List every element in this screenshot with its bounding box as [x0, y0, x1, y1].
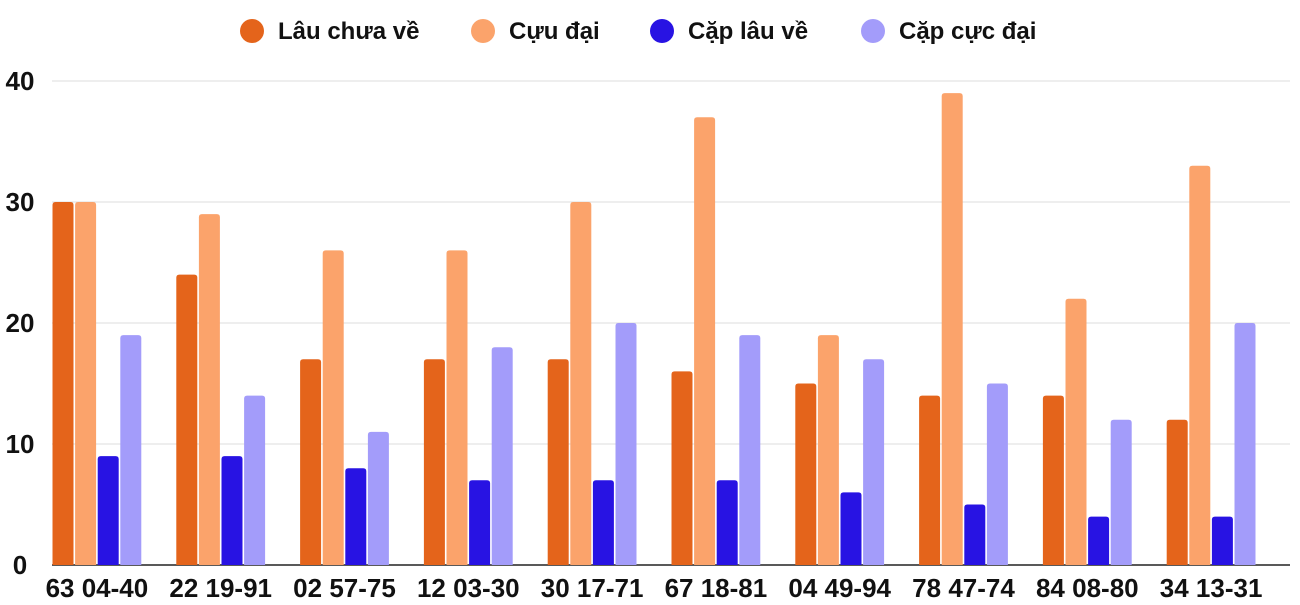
legend-label: Lâu chưa về [278, 18, 419, 45]
y-tick-label: 10 [6, 429, 35, 459]
bar [671, 371, 693, 565]
bar [1211, 516, 1233, 565]
y-axis: 0 10 20 30 40 [6, 66, 35, 580]
y-tick-label: 20 [6, 308, 35, 338]
bar [964, 504, 986, 565]
x-axis: 63 04-40 22 19-91 02 57-75 12 03-30 30 17-71… [46, 573, 1263, 603]
bar [795, 383, 817, 565]
bar [75, 202, 97, 565]
bar [1189, 165, 1211, 565]
bar [1110, 419, 1132, 565]
bar [615, 323, 637, 565]
bar [322, 250, 344, 565]
bar [446, 250, 468, 565]
y-tick-label: 40 [6, 66, 35, 96]
bar [1088, 516, 1110, 565]
x-category-label: 02 57-75 [293, 573, 396, 600]
bar [941, 93, 963, 565]
legend-swatch [471, 19, 495, 43]
bar [221, 456, 243, 565]
x-category-label: 30 17-71 [541, 573, 644, 600]
bar [863, 359, 885, 565]
x-category-label: 63 04-40 [46, 573, 149, 600]
bar [300, 359, 322, 565]
bar [986, 383, 1008, 565]
bar [1166, 419, 1188, 565]
bar [1234, 323, 1256, 565]
bar [97, 456, 119, 565]
legend-label: Cặp lâu về [688, 18, 808, 45]
x-category-label: 12 03-30 [417, 573, 520, 600]
bar [244, 395, 266, 565]
x-category-label: 84 08-80 [1036, 573, 1139, 600]
x-category-label: 22 19-91 [169, 573, 272, 600]
bar [694, 117, 716, 566]
bar [423, 359, 445, 565]
bar [739, 335, 761, 565]
bar [547, 359, 569, 565]
bar [817, 335, 839, 565]
bar [469, 480, 491, 565]
bar [1065, 298, 1087, 565]
bar [345, 468, 367, 565]
bar [570, 202, 592, 565]
legend-swatch [650, 19, 674, 43]
bar [919, 395, 941, 565]
bar [716, 480, 738, 565]
legend-swatch [240, 19, 264, 43]
x-category-label: 67 18-81 [665, 573, 768, 600]
legend-label: Cặp cực đại [899, 18, 1036, 45]
bar [1042, 395, 1064, 565]
legend-label: Cựu đại [509, 18, 600, 45]
x-category-label: 78 47-74 [912, 573, 1015, 600]
legend-swatch [861, 19, 885, 43]
bar [367, 431, 389, 565]
y-tick-label: 30 [6, 187, 35, 217]
bar [491, 347, 513, 565]
bar [176, 274, 198, 565]
legend: Lâu chưa về Cựu đại Cặp lâu về Cặp cực đại [240, 18, 1036, 45]
bar [120, 335, 142, 565]
bar [198, 214, 220, 565]
x-category-label: 04 49-94 [788, 573, 891, 600]
bar-layer [52, 93, 1256, 566]
x-category-label: 34 13-31 [1160, 573, 1263, 600]
y-tick-label: 0 [13, 550, 27, 580]
bar [840, 492, 862, 565]
bar [592, 480, 614, 565]
bar [52, 202, 74, 565]
